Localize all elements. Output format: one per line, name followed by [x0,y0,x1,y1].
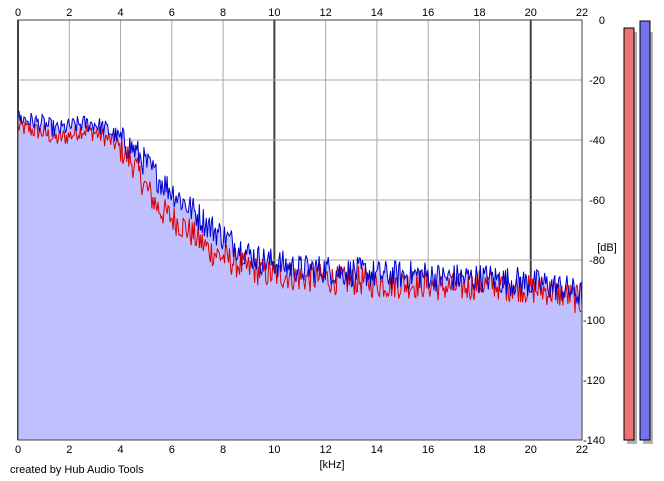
y-tick-labels: 0 -20 -40 -60 -80 -100 -120 -140 [583,15,605,447]
x-tick-label-top: 18 [473,7,485,19]
y-axis-label: [dB] [597,242,617,254]
series-line-2 [17,110,583,309]
x-tick-label-top: 12 [320,7,332,19]
x-tick-label-top: 0 [15,7,21,19]
x-tick-label-bottom: 2 [66,444,72,456]
y-tick-label: -60 [589,195,605,207]
x-tick-label-bottom: 6 [169,444,175,456]
y-tick-label: -100 [583,315,605,327]
x-tick-label-bottom: 18 [473,444,485,456]
x-tick-label-top: 16 [422,7,434,19]
x-tick-labels-top: 0 2 4 6 8 10 12 14 16 18 20 22 [15,7,588,19]
x-tick-label-bottom: 10 [268,444,280,456]
x-tick-label-top: 10 [268,7,280,19]
y-tick-label: 0 [599,15,605,27]
x-tick-label-top: 6 [169,7,175,19]
x-tick-label-top: 14 [371,7,383,19]
plot-frame [17,19,583,441]
x-tick-label-top: 20 [525,7,537,19]
x-tick-label-bottom: 12 [320,444,332,456]
credit-footer: created by Hub Audio Tools [10,464,144,476]
x-tick-label-top: 22 [576,7,588,19]
y-tick-label: -80 [589,255,605,267]
y-tick-label: -20 [589,75,605,87]
series-lines [17,110,583,314]
x-tick-label-bottom: 14 [371,444,383,456]
x-tick-labels-bottom: 0 2 4 6 8 10 12 14 16 18 20 22 [15,444,588,456]
level-meter-2 [639,20,651,441]
x-tick-label-bottom: 4 [117,444,123,456]
x-tick-label-bottom: 8 [220,444,226,456]
x-tick-label-top: 8 [220,7,226,19]
level-meters [623,20,653,444]
y-tick-label: -40 [589,135,605,147]
x-tick-label-top: 2 [66,7,72,19]
x-axis-label: [kHz] [319,459,344,471]
x-tick-label-bottom: 20 [525,444,537,456]
x-tick-label-bottom: 22 [576,444,588,456]
y-tick-label: -120 [583,375,605,387]
y-tick-label: -140 [583,435,605,447]
x-tick-label-bottom: 0 [15,444,21,456]
level-meter-1 [623,27,635,441]
x-tick-label-bottom: 16 [422,444,434,456]
x-tick-label-top: 4 [117,7,123,19]
